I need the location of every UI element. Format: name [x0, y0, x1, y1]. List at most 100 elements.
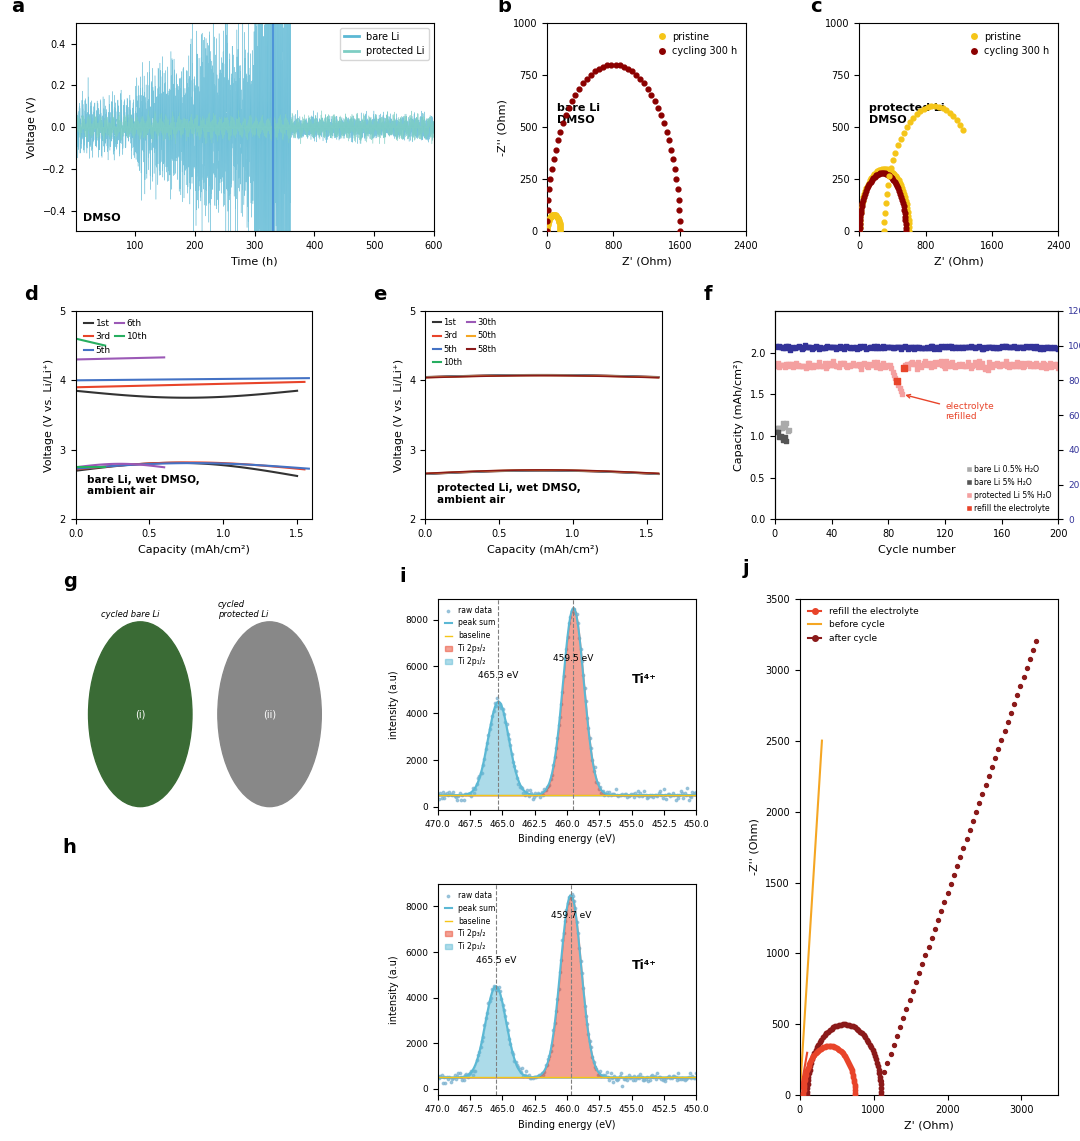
- protected Li 5% H₂O: [1044, 356, 1062, 374]
- raw data: [529, 784, 546, 802]
- raw data: [470, 1046, 487, 1065]
- Point: [917, 946, 934, 964]
- raw data: [460, 785, 477, 803]
- raw data: [643, 786, 660, 804]
- Point: [879, 1054, 896, 1073]
- baseline: [674, 788, 687, 802]
- raw data: [446, 1067, 463, 1085]
- protected Li 5% H₂O: [958, 357, 975, 375]
- Point: [826, 338, 843, 356]
- Point: [542, 208, 559, 226]
- Point: [1017, 338, 1035, 356]
- Point: [1027, 337, 1044, 355]
- raw data: [561, 888, 578, 906]
- before cycle: [807, 881, 820, 895]
- Point: [799, 1059, 816, 1077]
- raw data: [605, 784, 622, 802]
- raw data: [516, 1066, 534, 1084]
- Point: [912, 102, 929, 120]
- raw data: [651, 782, 669, 800]
- protected Li 5% H₂O: [890, 375, 907, 394]
- Point: [540, 211, 557, 229]
- protected Li 5% H₂O: [827, 357, 845, 375]
- Text: 1 μm: 1 μm: [287, 963, 306, 970]
- Point: [940, 338, 957, 356]
- Point: [886, 165, 903, 184]
- protected Li 5% H₂O: [774, 356, 792, 374]
- protected Li 5% H₂O: [906, 355, 923, 373]
- Point: [879, 165, 896, 184]
- protected Li 5% H₂O: [948, 356, 966, 374]
- raw data: [448, 791, 465, 809]
- Point: [796, 1074, 813, 1092]
- raw data: [487, 980, 504, 998]
- protected Li 5% H₂O: [1013, 354, 1030, 372]
- Point: [987, 339, 1004, 357]
- Point: [778, 337, 795, 355]
- Point: [1050, 339, 1067, 357]
- protected Li 5% H₂O: [882, 359, 900, 378]
- Point: [890, 179, 907, 197]
- Point: [845, 338, 862, 356]
- raw data: [653, 790, 671, 808]
- Point: [1009, 686, 1026, 704]
- raw data: [566, 600, 583, 618]
- Point: [1023, 337, 1040, 355]
- protected Li 5% H₂O: [1032, 357, 1050, 375]
- Point: [907, 973, 924, 992]
- Point: [544, 205, 562, 224]
- Point: [542, 208, 559, 226]
- Point: [899, 338, 916, 356]
- protected Li 5% H₂O: [942, 357, 959, 375]
- Point: [945, 866, 962, 884]
- protected Li 5% H₂O: [932, 353, 949, 371]
- baseline: [431, 1070, 444, 1084]
- Point: [805, 339, 822, 357]
- raw data: [652, 1070, 670, 1089]
- raw data: [647, 785, 664, 803]
- Point: [551, 212, 568, 230]
- Point: [872, 338, 889, 356]
- raw data: [548, 1002, 565, 1020]
- protected Li 5% H₂O: [833, 355, 850, 373]
- Point: [1016, 338, 1034, 356]
- raw data: [473, 763, 490, 782]
- protected Li 5% H₂O: [1012, 357, 1029, 375]
- Point: [1025, 641, 1042, 659]
- raw data: [662, 1069, 679, 1087]
- X-axis label: Capacity (mAh/cm²): Capacity (mAh/cm²): [487, 544, 599, 555]
- protected Li 5% H₂O: [950, 355, 968, 373]
- Point: [795, 1081, 812, 1099]
- Text: d: d: [24, 285, 38, 305]
- Point: [847, 338, 864, 356]
- raw data: [594, 782, 611, 800]
- raw data: [534, 1065, 551, 1083]
- before cycle: [799, 990, 812, 1004]
- protected Li 5% H₂O: [918, 356, 935, 374]
- Point: [823, 1020, 840, 1038]
- protected Li 5% H₂O: [854, 355, 872, 373]
- bare Li 0.5% H₂O: [772, 419, 789, 437]
- raw data: [569, 614, 586, 632]
- raw data: [487, 697, 504, 715]
- raw data: [688, 784, 705, 802]
- protected Li 5% H₂O: [971, 351, 988, 370]
- Text: bare Li, wet DMSO,
ambient air: bare Li, wet DMSO, ambient air: [87, 475, 200, 496]
- raw data: [650, 1068, 667, 1086]
- Point: [895, 338, 913, 356]
- Point: [910, 964, 928, 982]
- protected Li 5% H₂O: [768, 357, 785, 375]
- Point: [1000, 338, 1017, 356]
- raw data: [549, 990, 566, 1009]
- Point: [795, 1076, 812, 1094]
- protected Li 5% H₂O: [778, 355, 795, 373]
- Point: [872, 1071, 889, 1090]
- Point: [810, 340, 827, 358]
- Point: [812, 338, 829, 356]
- Point: [930, 911, 947, 929]
- Point: [769, 338, 786, 356]
- Point: [885, 163, 902, 181]
- raw data: [542, 1042, 559, 1060]
- protected Li 5% H₂O: [1014, 357, 1031, 375]
- Legend: pristine, cycling 300 h: pristine, cycling 300 h: [656, 27, 741, 60]
